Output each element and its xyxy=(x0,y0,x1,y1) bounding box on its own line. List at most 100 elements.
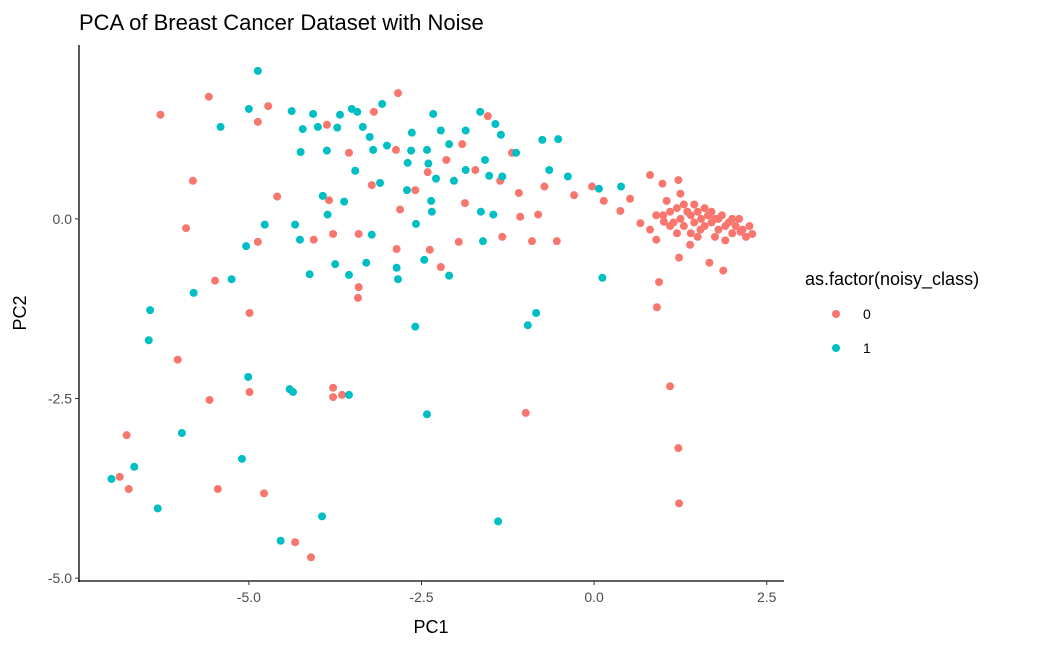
point-class-1 xyxy=(336,110,345,119)
point-class-0 xyxy=(690,200,699,209)
point-class-0 xyxy=(731,222,740,231)
point-class-1 xyxy=(365,132,374,141)
point-class-0 xyxy=(745,222,754,231)
point-class-1 xyxy=(429,109,438,118)
point-class-1 xyxy=(331,260,340,269)
point-class-1 xyxy=(295,235,304,244)
point-class-1 xyxy=(318,512,327,521)
point-class-1 xyxy=(237,454,246,463)
point-class-1 xyxy=(427,207,436,216)
point-class-1 xyxy=(427,196,436,205)
point-class-0 xyxy=(213,485,222,494)
point-class-1 xyxy=(445,140,454,149)
point-class-1 xyxy=(353,107,362,116)
point-class-1 xyxy=(554,135,563,144)
point-class-1 xyxy=(305,270,314,279)
point-class-1 xyxy=(445,271,454,280)
point-class-1 xyxy=(449,176,458,185)
x-tick-label: 2.5 xyxy=(757,589,777,605)
point-class-0 xyxy=(483,112,492,121)
point-class-0 xyxy=(540,182,549,191)
point-class-0 xyxy=(344,148,353,157)
point-class-0 xyxy=(672,204,681,213)
point-class-0 xyxy=(666,382,675,391)
point-class-0 xyxy=(354,229,363,238)
point-class-0 xyxy=(652,235,661,244)
point-class-1 xyxy=(309,109,318,118)
point-class-0 xyxy=(599,196,608,205)
point-class-0 xyxy=(738,225,747,234)
point-class-0 xyxy=(674,176,683,185)
legend-title: as.factor(noisy_class) xyxy=(805,269,979,290)
point-class-0 xyxy=(714,225,723,234)
point-class-0 xyxy=(471,166,480,175)
point-class-1 xyxy=(376,178,385,187)
point-class-0 xyxy=(705,258,714,267)
point-class-0 xyxy=(253,237,262,246)
point-class-0 xyxy=(690,218,699,227)
point-class-0 xyxy=(719,266,728,275)
point-class-0 xyxy=(392,245,401,254)
point-class-0 xyxy=(156,110,165,119)
point-class-0 xyxy=(658,179,667,188)
point-class-1 xyxy=(423,410,432,419)
point-class-0 xyxy=(728,229,737,238)
point-class-1 xyxy=(402,186,411,195)
legend-marker-0 xyxy=(832,310,840,318)
point-class-1 xyxy=(617,182,626,191)
point-class-1 xyxy=(298,125,307,134)
point-class-0 xyxy=(679,222,688,231)
y-tick-label: 0.0 xyxy=(53,211,73,227)
point-class-1 xyxy=(146,306,155,315)
point-class-0 xyxy=(309,235,318,244)
point-class-0 xyxy=(329,383,338,392)
y-ticks: 0.0 -2.5 -5.0 xyxy=(48,211,79,586)
point-class-0 xyxy=(686,211,695,220)
point-class-0 xyxy=(686,240,695,249)
point-class-1 xyxy=(523,321,532,330)
point-class-1 xyxy=(323,210,332,219)
x-ticks: -5.0 -2.5 0.0 2.5 xyxy=(237,581,777,605)
point-class-0 xyxy=(697,214,706,223)
point-class-1 xyxy=(485,171,494,180)
point-class-1 xyxy=(244,104,253,113)
point-class-0 xyxy=(676,189,685,198)
point-class-0 xyxy=(369,107,378,116)
point-class-1 xyxy=(107,474,116,483)
point-class-0 xyxy=(714,214,723,223)
point-class-1 xyxy=(313,122,322,131)
point-class-0 xyxy=(659,217,668,226)
point-class-1 xyxy=(436,126,445,135)
point-class-0 xyxy=(646,171,655,180)
point-class-0 xyxy=(616,206,625,215)
point-class-1 xyxy=(476,207,485,216)
point-class-0 xyxy=(655,278,664,287)
point-class-0 xyxy=(391,145,400,154)
point-class-0 xyxy=(735,214,744,223)
point-class-0 xyxy=(329,229,338,238)
point-class-0 xyxy=(394,89,403,98)
point-class-0 xyxy=(666,207,675,216)
point-class-0 xyxy=(527,237,536,246)
point-class-1 xyxy=(358,122,367,131)
point-class-1 xyxy=(153,504,162,513)
point-class-1 xyxy=(369,145,378,154)
point-class-0 xyxy=(700,204,709,213)
point-class-1 xyxy=(423,145,432,154)
point-class-1 xyxy=(244,372,253,381)
point-class-0 xyxy=(124,485,133,494)
legend: as.factor(noisy_class) 0 1 xyxy=(805,269,979,356)
point-class-1 xyxy=(424,159,433,168)
points-layer xyxy=(107,66,757,562)
point-class-1 xyxy=(189,288,198,297)
point-class-0 xyxy=(329,393,338,402)
point-class-0 xyxy=(672,229,681,238)
point-class-0 xyxy=(626,194,635,203)
point-class-0 xyxy=(273,192,282,201)
point-class-0 xyxy=(679,200,688,209)
point-class-0 xyxy=(514,189,523,198)
point-class-1 xyxy=(538,135,547,144)
point-class-1 xyxy=(276,536,285,545)
point-class-1 xyxy=(411,219,420,228)
point-class-0 xyxy=(188,176,197,185)
